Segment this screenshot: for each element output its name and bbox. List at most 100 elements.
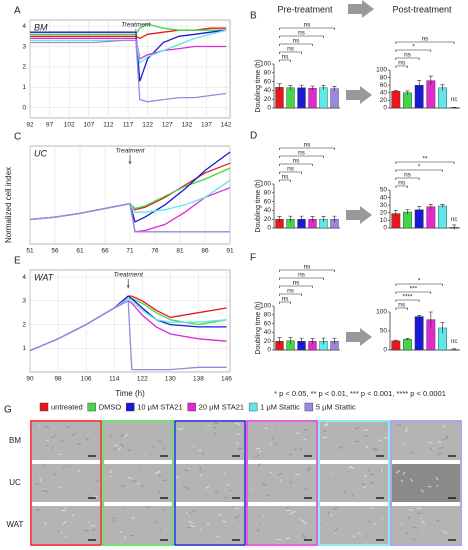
cell-texture — [369, 473, 375, 476]
significance-label: * — [418, 164, 421, 171]
legend-label: 10 µM STA21 — [137, 402, 182, 411]
cell-texture — [90, 525, 96, 527]
cell-texture — [455, 489, 460, 492]
bar — [426, 206, 436, 229]
significance-bracket — [279, 147, 335, 150]
column-frame — [390, 420, 462, 546]
cell-texture — [289, 481, 293, 484]
x-tick-label: 86 — [201, 248, 209, 255]
bar — [308, 87, 317, 109]
bar — [403, 211, 412, 229]
cell-texture — [269, 442, 272, 445]
cell-texture — [119, 532, 122, 535]
cell-texture — [408, 508, 414, 511]
cell-texture — [371, 507, 374, 509]
cell-texture — [259, 450, 262, 453]
bar — [403, 92, 412, 109]
error-bar — [277, 337, 282, 345]
significance-label: ** — [422, 156, 428, 163]
bar — [403, 339, 412, 351]
cell-texture — [257, 463, 261, 467]
cell-texture — [265, 494, 268, 497]
significance-bracket — [395, 49, 432, 52]
panel-tag: WAT — [34, 272, 55, 282]
significance-bracket — [279, 269, 335, 272]
significance-label: ns — [304, 22, 312, 29]
cell-texture — [72, 432, 76, 437]
significance-label: ns — [287, 288, 295, 295]
cell-texture — [71, 513, 74, 517]
cell-texture — [354, 427, 360, 430]
cell-texture — [149, 453, 152, 456]
cell-texture — [38, 425, 40, 427]
error-bar — [310, 216, 315, 222]
cell-texture — [162, 508, 165, 512]
significance-label: ns — [282, 174, 290, 181]
cell-texture — [77, 442, 82, 446]
cell-texture — [254, 454, 260, 458]
cell-texture — [256, 447, 261, 450]
error-bar — [405, 90, 410, 95]
legend-label: 20 µM STA21 — [199, 402, 244, 411]
legend-label: DMSO — [99, 402, 122, 411]
significance-label: ns — [293, 38, 301, 45]
x-tick-label: 81 — [176, 248, 184, 255]
panel-label: C — [14, 132, 21, 143]
cell-texture — [403, 442, 407, 446]
micrograph — [248, 422, 316, 460]
micrograph — [104, 464, 172, 502]
cell-texture — [416, 529, 418, 531]
y-tick-label: 0 — [383, 105, 387, 112]
y-tick-label: 100 — [376, 67, 387, 74]
error-bar — [417, 206, 422, 213]
cell-texture — [435, 476, 439, 481]
y-tick-label: 1 — [22, 345, 26, 352]
cell-texture — [158, 475, 162, 478]
significance-label: * — [418, 278, 421, 285]
header-post: Post-treatment — [392, 4, 452, 14]
significance-bracket — [395, 307, 408, 310]
cell-texture — [229, 489, 232, 491]
significance-bracket — [279, 27, 335, 30]
x-tick-label: 138 — [193, 376, 204, 383]
y-tick-label: 40 — [380, 90, 388, 97]
bar — [330, 88, 339, 109]
x-tick-label: 130 — [165, 376, 176, 383]
cell-texture — [437, 453, 443, 456]
cell-texture — [235, 422, 241, 425]
cell-texture — [120, 485, 126, 487]
cell-texture — [159, 529, 162, 532]
cell-texture — [427, 485, 432, 488]
y-tick-label: 80 — [380, 74, 388, 81]
cell-texture — [378, 439, 382, 442]
cell-texture — [186, 487, 190, 490]
treatment-label: Treatment — [115, 148, 145, 155]
significance-bracket — [395, 291, 432, 294]
bar-annotation: nc — [451, 97, 457, 103]
significance-bracket — [279, 277, 324, 280]
error-bar — [417, 315, 422, 318]
cell-texture — [367, 469, 371, 472]
legend-swatch — [39, 402, 49, 412]
cell-texture — [400, 479, 404, 483]
x-tick-label: 71 — [126, 248, 134, 255]
x-tick-label: 122 — [142, 122, 153, 129]
y-tick-label: 0 — [383, 225, 387, 232]
panel-label: A — [14, 6, 21, 17]
error-bar — [452, 224, 457, 230]
cell-texture — [395, 469, 401, 474]
significance-bracket — [395, 161, 455, 164]
cell-texture — [226, 483, 229, 487]
cell-texture — [147, 505, 151, 509]
cell-texture — [201, 452, 205, 456]
y-tick-label: 60 — [264, 78, 272, 85]
cell-texture — [363, 429, 369, 432]
cell-texture — [436, 519, 440, 522]
micrograph — [392, 422, 460, 460]
cell-texture — [110, 475, 112, 478]
cell-texture — [358, 532, 361, 535]
significance-bracket — [279, 179, 291, 182]
y-axis-label: Doubling time (h) — [255, 179, 262, 232]
cell-texture — [157, 439, 162, 443]
